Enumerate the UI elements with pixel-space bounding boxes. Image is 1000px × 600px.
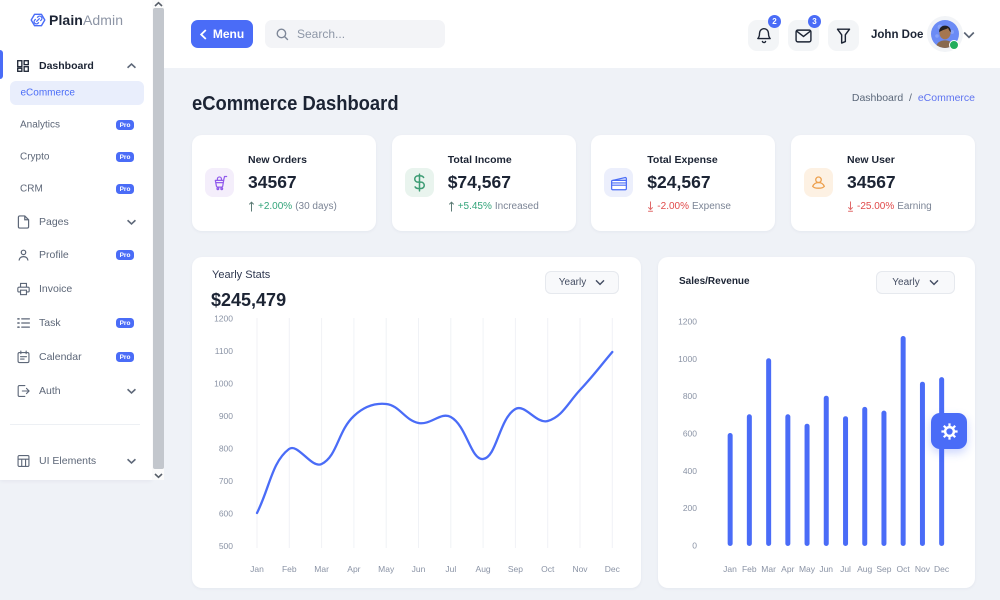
svg-text:Sep: Sep — [508, 564, 523, 574]
svg-text:Jun: Jun — [819, 564, 833, 574]
svg-text:Mar: Mar — [314, 564, 329, 574]
svg-text:May: May — [378, 564, 395, 574]
svg-text:Mar: Mar — [761, 564, 776, 574]
svg-text:700: 700 — [219, 476, 233, 486]
svg-text:600: 600 — [219, 509, 233, 519]
svg-text:400: 400 — [683, 466, 697, 476]
svg-text:Oct: Oct — [541, 564, 555, 574]
svg-text:Nov: Nov — [915, 564, 931, 574]
svg-text:1000: 1000 — [214, 379, 233, 389]
svg-text:Dec: Dec — [934, 564, 950, 574]
svg-text:800: 800 — [683, 391, 697, 401]
svg-text:Feb: Feb — [282, 564, 297, 574]
svg-text:800: 800 — [219, 444, 233, 454]
svg-text:Aug: Aug — [476, 564, 491, 574]
svg-text:Jan: Jan — [250, 564, 264, 574]
svg-text:Apr: Apr — [347, 564, 360, 574]
svg-text:Jul: Jul — [445, 564, 456, 574]
svg-text:1100: 1100 — [215, 346, 234, 356]
svg-text:Aug: Aug — [857, 564, 872, 574]
svg-text:May: May — [799, 564, 816, 574]
svg-text:500: 500 — [219, 541, 233, 551]
svg-text:900: 900 — [219, 411, 233, 421]
svg-text:0: 0 — [692, 541, 697, 551]
svg-text:1200: 1200 — [678, 317, 697, 327]
svg-text:Apr: Apr — [781, 564, 794, 574]
svg-text:1200: 1200 — [214, 314, 233, 324]
svg-text:1000: 1000 — [678, 354, 697, 364]
svg-text:200: 200 — [683, 503, 697, 513]
svg-text:Nov: Nov — [572, 564, 588, 574]
svg-text:Jul: Jul — [840, 564, 851, 574]
svg-text:Oct: Oct — [896, 564, 910, 574]
svg-text:600: 600 — [683, 429, 697, 439]
svg-text:Jan: Jan — [723, 564, 737, 574]
svg-text:Sep: Sep — [876, 564, 891, 574]
svg-text:Feb: Feb — [742, 564, 757, 574]
svg-text:Dec: Dec — [605, 564, 621, 574]
svg-text:Jun: Jun — [412, 564, 426, 574]
